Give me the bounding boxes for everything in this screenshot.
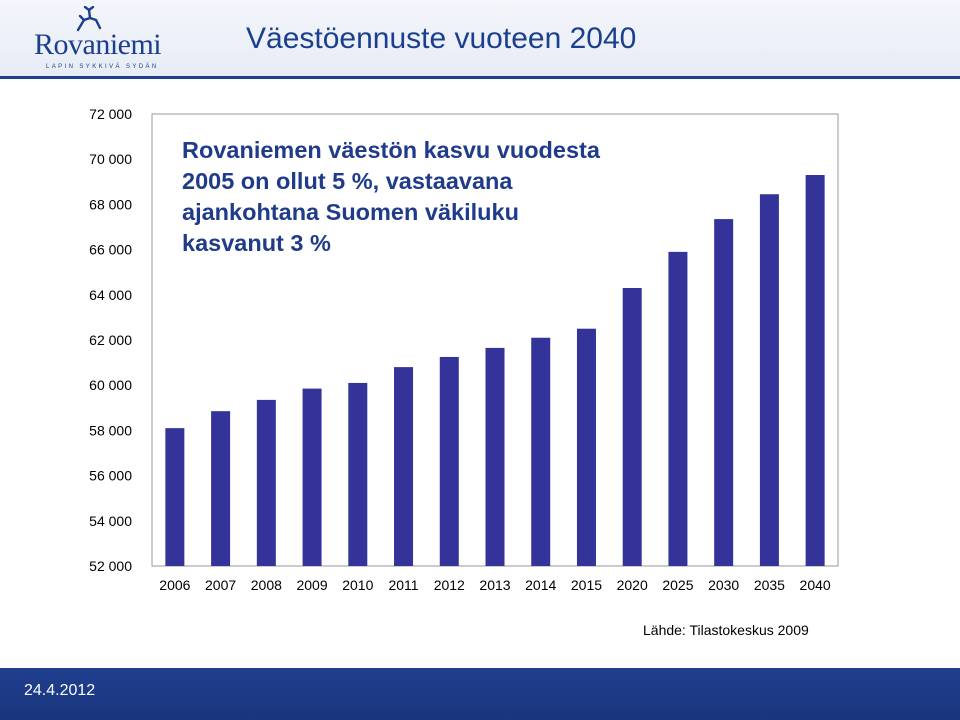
logo-tagline: LAPIN SYKKIVÄ SYDÄN: [46, 64, 159, 70]
x-tick-label: 2020: [617, 577, 648, 593]
bar: [714, 219, 734, 566]
y-tick-label: 58 000: [89, 422, 132, 438]
x-tick-label: 2011: [388, 577, 418, 593]
y-tick-label: 56 000: [89, 468, 132, 484]
bar: [165, 428, 185, 566]
slide-footer: 24.4.2012: [0, 668, 960, 720]
bar: [256, 399, 276, 566]
slide-title: Väestöennuste vuoteen 2040: [246, 22, 637, 55]
annotation-line: kasvanut 3 %: [182, 230, 331, 256]
bar: [485, 347, 505, 566]
annotation-line: ajankohtana Suomen väkiluku: [182, 199, 519, 225]
bar: [439, 356, 459, 566]
x-tick-label: 2014: [525, 577, 556, 593]
bars-group: [165, 175, 825, 567]
x-tick-label: 2015: [571, 577, 602, 593]
y-axis: 52 000 54 000 56 000 58 000 60 000 62 000 64 0…: [89, 106, 132, 574]
x-tick-label: 2008: [251, 577, 282, 593]
y-tick-label: 70 000: [89, 151, 132, 167]
y-tick-label: 72 000: [89, 106, 132, 122]
y-tick-label: 54 000: [89, 513, 132, 529]
bar: [348, 382, 368, 566]
y-tick-label: 52 000: [89, 558, 132, 574]
annotation-line: 2005 on ollut 5 %, vastaavana: [182, 168, 513, 194]
header-divider: [0, 76, 960, 79]
slide-header: Rovaniemi LAPIN SYKKIVÄ SYDÄN Väestöennu…: [0, 0, 960, 78]
annotation-line: Rovaniemen väestön kasvu vuodesta: [182, 137, 600, 163]
y-tick-label: 60 000: [89, 377, 132, 393]
x-tick-label: 2040: [800, 577, 831, 593]
bar: [576, 328, 596, 566]
reindeer-icon: [76, 6, 102, 32]
x-tick-label: 2013: [479, 577, 510, 593]
y-tick-label: 66 000: [89, 242, 132, 258]
chart-annotation: Rovaniemen väestön kasvu vuodesta 2005 o…: [182, 135, 682, 259]
x-tick-label: 2007: [205, 577, 236, 593]
x-tick-label: 2006: [159, 577, 190, 593]
y-tick-label: 62 000: [89, 332, 132, 348]
bar: [805, 175, 825, 566]
bar: [211, 411, 231, 566]
source-note: Lähde: Tilastokeskus 2009: [643, 622, 809, 638]
x-tick-label: 2010: [342, 577, 373, 593]
x-tick-label: 2030: [708, 577, 739, 593]
bar: [668, 251, 688, 567]
bar: [302, 388, 322, 566]
y-tick-label: 64 000: [89, 287, 132, 303]
x-tick-label: 2035: [754, 577, 785, 593]
footer-date: 24.4.2012: [24, 682, 96, 699]
bar: [531, 337, 551, 566]
rovaniemi-logo: Rovaniemi LAPIN SYKKIVÄ SYDÄN: [30, 6, 200, 72]
x-tick-label: 2009: [296, 577, 327, 593]
x-tick-label: 2025: [662, 577, 693, 593]
x-axis: 2006 2007 2008 2009 2010 2011 2012 2013 2014 2015…: [159, 577, 831, 593]
y-tick-label: 68 000: [89, 196, 132, 212]
bar: [622, 288, 642, 566]
logo-wordmark: Rovaniemi: [34, 28, 162, 61]
x-tick-label: 2012: [434, 577, 465, 593]
bar: [394, 367, 414, 566]
bar: [759, 194, 779, 567]
